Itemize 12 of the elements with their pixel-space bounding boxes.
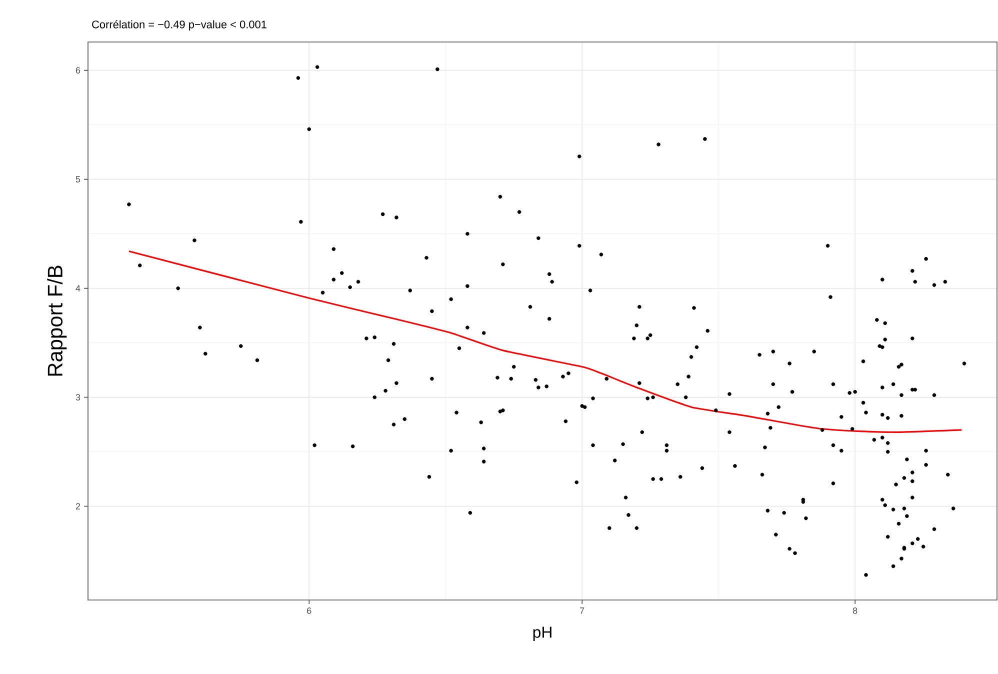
x-axis-title: pH <box>533 626 552 641</box>
x-tick-label: 8 <box>852 608 858 614</box>
y-tick-label: 4 <box>76 285 80 292</box>
y-axis-title: Rapport F/B <box>47 266 67 376</box>
y-tick-label: 3 <box>76 394 80 400</box>
x-tick-label: 6 <box>307 608 312 614</box>
y-tick-label: 2 <box>76 503 80 510</box>
chart-title: Corrélation = −0.49 p−value < 0.001 <box>92 20 266 30</box>
line-series <box>128 250 962 433</box>
y-tick-label: 6 <box>76 67 80 74</box>
x-tick-label: 7 <box>580 608 584 614</box>
y-tick-label: 5 <box>76 176 80 182</box>
